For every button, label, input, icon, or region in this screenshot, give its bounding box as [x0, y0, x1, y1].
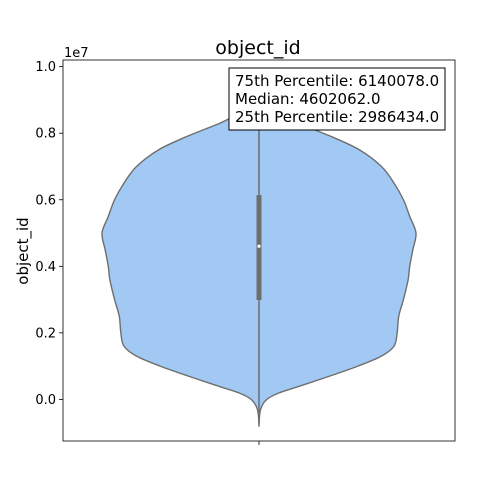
annotation-box: [228, 67, 446, 131]
median-marker: [257, 244, 261, 248]
y-axis: 0.0 0.2 0.4 0.6 0.8 1.0: [35, 60, 63, 408]
y-offset-label: 1e7: [64, 46, 89, 61]
percentile-annotation: 75th Percentile: 6140078.0 Median: 46020…: [228, 67, 446, 131]
y-tick-label: 1.0: [35, 60, 56, 75]
y-tick-label: 0.8: [35, 127, 56, 142]
y-axis-title: object_id: [14, 217, 33, 284]
annotation-q3: 75th Percentile: 6140078.0: [235, 72, 439, 90]
annotation-q1: 25th Percentile: 2986434.0: [235, 108, 439, 126]
chart-title: object_id: [215, 37, 300, 59]
annotation-median: Median: 4602062.0: [235, 90, 381, 108]
y-tick-label: 0.2: [35, 326, 56, 341]
y-tick-label: 0.0: [35, 393, 56, 408]
y-tick-label: 0.6: [35, 193, 56, 208]
y-tick-label: 0.4: [35, 260, 56, 275]
